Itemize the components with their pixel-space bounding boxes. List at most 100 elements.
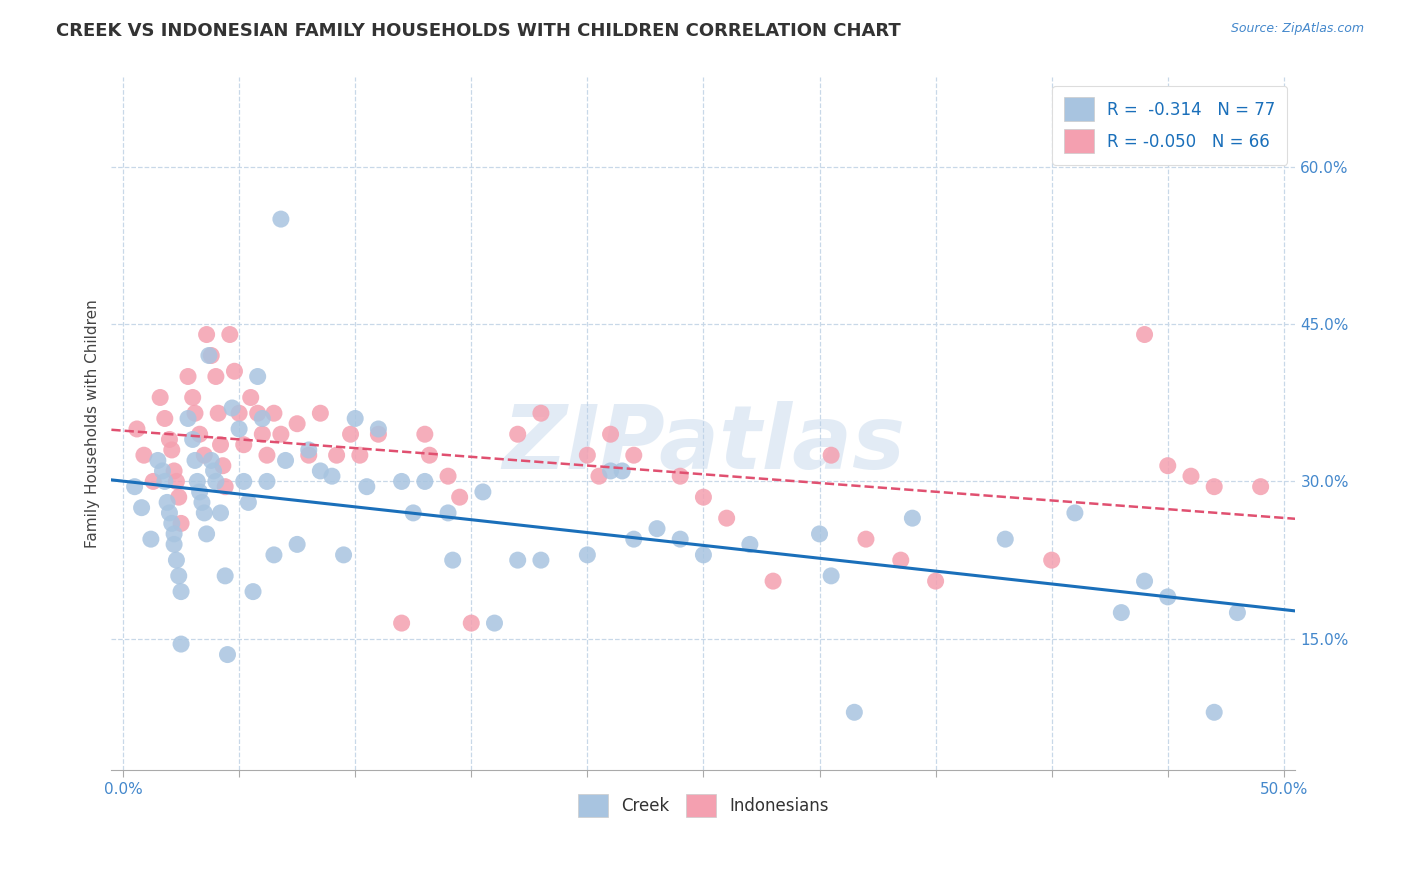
Point — [217, 648, 239, 662]
Point — [181, 433, 204, 447]
Point — [177, 411, 200, 425]
Point — [449, 490, 471, 504]
Point — [263, 406, 285, 420]
Point — [256, 475, 278, 489]
Point — [391, 475, 413, 489]
Point — [149, 391, 172, 405]
Point — [170, 516, 193, 531]
Point — [413, 475, 436, 489]
Point — [599, 427, 621, 442]
Point — [200, 453, 222, 467]
Point — [669, 532, 692, 546]
Point — [391, 616, 413, 631]
Point — [242, 584, 264, 599]
Point — [669, 469, 692, 483]
Point — [356, 480, 378, 494]
Point — [200, 349, 222, 363]
Y-axis label: Family Households with Children: Family Households with Children — [86, 300, 100, 548]
Point — [588, 469, 610, 483]
Point — [228, 422, 250, 436]
Point — [165, 553, 187, 567]
Point — [184, 453, 207, 467]
Point — [193, 506, 215, 520]
Point — [367, 427, 389, 442]
Point — [198, 349, 221, 363]
Point — [460, 616, 482, 631]
Point — [193, 448, 215, 462]
Point — [181, 391, 204, 405]
Point — [263, 548, 285, 562]
Point — [170, 637, 193, 651]
Point — [228, 406, 250, 420]
Point — [471, 484, 494, 499]
Point — [924, 574, 946, 588]
Point — [402, 506, 425, 520]
Point — [188, 427, 211, 442]
Point — [1111, 606, 1133, 620]
Point — [325, 448, 347, 462]
Point — [177, 369, 200, 384]
Point — [530, 406, 553, 420]
Point — [692, 548, 714, 562]
Point — [274, 453, 297, 467]
Point — [413, 427, 436, 442]
Point — [252, 427, 274, 442]
Point — [367, 422, 389, 436]
Point — [214, 569, 236, 583]
Point — [820, 569, 842, 583]
Point — [205, 369, 228, 384]
Point — [186, 475, 208, 489]
Point — [165, 475, 187, 489]
Point — [692, 490, 714, 504]
Legend: Creek, Indonesians: Creek, Indonesians — [571, 787, 835, 824]
Point — [239, 391, 262, 405]
Point — [214, 480, 236, 494]
Point — [221, 401, 243, 415]
Point — [211, 458, 233, 473]
Point — [484, 616, 506, 631]
Point — [716, 511, 738, 525]
Point — [309, 406, 332, 420]
Point — [163, 527, 186, 541]
Point — [298, 442, 321, 457]
Point — [1180, 469, 1202, 483]
Point — [645, 522, 668, 536]
Point — [1204, 706, 1226, 720]
Point — [1157, 458, 1180, 473]
Point — [159, 506, 181, 520]
Point — [153, 411, 176, 425]
Point — [808, 527, 831, 541]
Point — [285, 537, 308, 551]
Point — [218, 327, 240, 342]
Point — [890, 553, 912, 567]
Point — [195, 327, 218, 342]
Point — [506, 427, 529, 442]
Point — [153, 475, 176, 489]
Point — [160, 442, 183, 457]
Point — [163, 537, 186, 551]
Point — [1250, 480, 1272, 494]
Point — [252, 411, 274, 425]
Point — [339, 427, 361, 442]
Point — [246, 406, 269, 420]
Point — [738, 537, 761, 551]
Point — [1133, 574, 1156, 588]
Point — [202, 464, 225, 478]
Point — [188, 484, 211, 499]
Point — [441, 553, 464, 567]
Point — [530, 553, 553, 567]
Point — [298, 448, 321, 462]
Point — [167, 569, 190, 583]
Point — [207, 406, 229, 420]
Point — [191, 495, 214, 509]
Point — [437, 469, 460, 483]
Point — [195, 527, 218, 541]
Point — [232, 438, 254, 452]
Point — [170, 584, 193, 599]
Point — [576, 448, 599, 462]
Point — [1226, 606, 1249, 620]
Point — [820, 448, 842, 462]
Point — [576, 548, 599, 562]
Point — [232, 475, 254, 489]
Point — [599, 464, 621, 478]
